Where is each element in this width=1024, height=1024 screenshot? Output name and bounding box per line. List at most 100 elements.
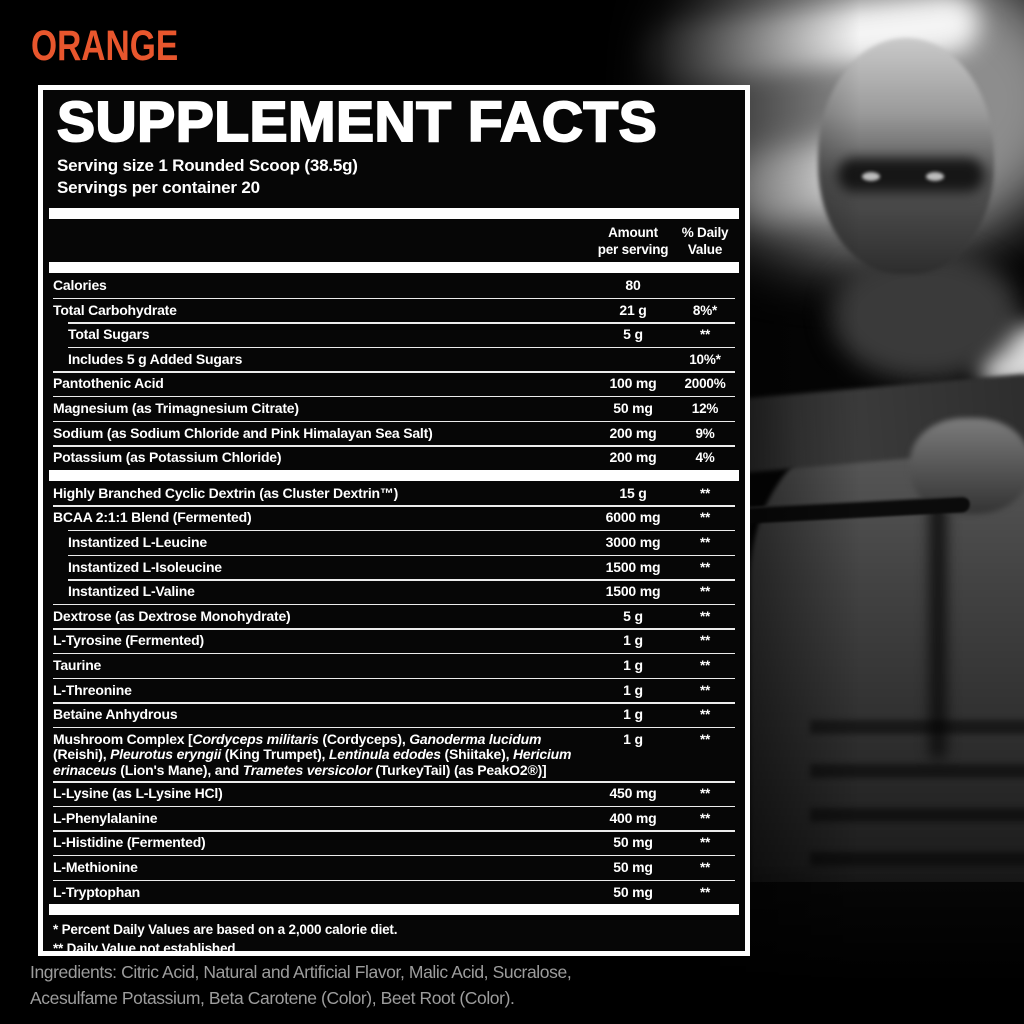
ingredient-name: Mushroom Complex [Cordyceps militaris (C… — [53, 730, 572, 778]
amount-value: 100 mg — [609, 375, 657, 392]
ingredient-name: L-Lysine (as L-Lysine HCl) — [53, 785, 223, 802]
ingredient-name: L-Methionine — [53, 858, 138, 875]
section-divider-bar — [49, 469, 739, 481]
amount-value: 5 g — [623, 326, 643, 343]
daily-value: 2000% — [684, 376, 726, 392]
ingredient-name: L-Tyrosine (Fermented) — [53, 632, 204, 649]
amount-value: 1 g — [623, 706, 643, 723]
daily-value: ** — [699, 657, 711, 673]
amount-value: 21 g — [619, 301, 647, 318]
daily-value: ** — [699, 485, 711, 501]
column-header-daily-value: % Daily Value — [681, 225, 729, 257]
daily-value: 12% — [691, 400, 719, 416]
daily-value: ** — [699, 859, 711, 875]
ingredient-name: BCAA 2:1:1 Blend (Fermented) — [53, 509, 252, 526]
table-row: Mushroom Complex [Cordyceps militaris (C… — [53, 726, 735, 782]
amount-value: 200 mg — [609, 449, 657, 466]
amount-value: 80 — [625, 277, 641, 293]
section-divider-bar — [49, 904, 739, 916]
table-row: Highly Branched Cyclic Dextrin (as Clust… — [53, 481, 735, 506]
section-divider-bar — [49, 262, 739, 273]
table-row: L-Phenylalanine 400 mg ** — [53, 805, 735, 831]
table-row: Taurine 1 g ** — [53, 652, 735, 678]
ingredients-list: Ingredients: Citric Acid, Natural and Ar… — [30, 959, 630, 1011]
table-row: Magnesium (as Trimagnesium Citrate) 50 mg… — [53, 395, 735, 421]
table-row: Betaine Anhydrous 1 g ** — [53, 702, 735, 727]
ingredient-name: L-Histidine (Fermented) — [53, 834, 206, 851]
amount-value: 50 mg — [613, 399, 653, 416]
daily-value: ** — [699, 707, 711, 723]
ingredient-name: L-Threonine — [53, 681, 132, 698]
ingredients-line-2: Acesulfame Potassium, Beta Carotene (Col… — [30, 988, 515, 1008]
ingredient-name: Magnesium (as Trimagnesium Citrate) — [53, 399, 299, 416]
amount-value: 3000 mg — [605, 533, 661, 550]
daily-value: ** — [699, 633, 711, 649]
panel-title: SUPPLEMENT FACTS — [56, 90, 658, 154]
daily-value: ** — [699, 786, 711, 802]
amount-value: 450 mg — [609, 785, 657, 802]
table-row: Dextrose (as Dextrose Monohydrate) 5 g ** — [53, 603, 735, 629]
amount-value: 15 g — [619, 484, 647, 501]
ingredient-name: Sodium (as Sodium Chloride and Pink Hima… — [53, 424, 433, 441]
table-row: BCAA 2:1:1 Blend (Fermented) 6000 mg ** — [53, 505, 735, 530]
ingredient-name: Betaine Anhydrous — [53, 706, 178, 723]
daily-value: ** — [699, 327, 711, 343]
daily-value: 8%* — [692, 302, 718, 318]
amount-value: 5 g — [623, 607, 643, 624]
ingredient-name: L-Tryptophan — [53, 883, 141, 900]
table-row: L-Tyrosine (Fermented) 1 g ** — [53, 628, 735, 653]
ingredient-name: L-Phenylalanine — [53, 809, 158, 826]
footnotes: * Percent Daily Values are based on a 2,… — [53, 920, 735, 958]
daily-value: ** — [699, 510, 711, 526]
daily-value: 10%* — [689, 351, 721, 367]
table-row: Instantized L-Isoleucine 1500 mg ** — [53, 554, 735, 580]
amount-value: 1 g — [623, 681, 643, 698]
table-row: L-Methionine 50 mg ** — [53, 854, 735, 880]
table-row: Total Carbohydrate 21 g 8%* — [53, 297, 735, 323]
servings-per-container: Servings per container 20 — [57, 178, 260, 197]
table-row: Sodium (as Sodium Chloride and Pink Hima… — [53, 420, 735, 446]
daily-value: ** — [699, 731, 711, 747]
table-row: Calories 80 — [53, 273, 735, 298]
ingredient-name: Instantized L-Isoleucine — [68, 558, 222, 575]
table-header-row: Amount per serving % Daily Value — [49, 219, 739, 262]
daily-value: ** — [699, 810, 711, 826]
ingredient-name: Dextrose (as Dextrose Monohydrate) — [53, 607, 291, 624]
section-divider-bar — [49, 208, 739, 219]
daily-value: ** — [699, 682, 711, 698]
footnote-daily-values: * Percent Daily Values are based on a 2,… — [53, 922, 398, 938]
amount-value: 50 mg — [613, 883, 653, 900]
ingredient-name: Instantized L-Leucine — [68, 533, 207, 550]
table-row: L-Tryptophan 50 mg ** — [53, 879, 735, 905]
daily-value: ** — [699, 559, 711, 575]
table-row: L-Lysine (as L-Lysine HCl) 450 mg ** — [53, 781, 735, 806]
table-row: Total Sugars 5 g ** — [53, 322, 735, 347]
ingredient-name: Instantized L-Valine — [68, 583, 195, 600]
photo-right-eye — [926, 172, 944, 181]
table-row: L-Histidine (Fermented) 50 mg ** — [53, 830, 735, 855]
serving-size: Serving size 1 Rounded Scoop (38.5g) — [57, 156, 358, 175]
ingredient-name: Includes 5 g Added Sugars — [68, 350, 243, 367]
photo-sternum-shadow — [930, 470, 946, 760]
daily-value: ** — [699, 835, 711, 851]
amount-value: 6000 mg — [605, 509, 661, 526]
daily-value: 4% — [695, 450, 715, 466]
ingredient-name: Potassium (as Potassium Chloride) — [53, 449, 282, 466]
column-header-amount: Amount per serving — [597, 225, 669, 257]
table-row: Pantothenic Acid 100 mg 2000% — [53, 371, 735, 396]
ingredient-name: Calories — [53, 277, 107, 293]
flavor-label: ORANGE — [31, 22, 179, 70]
amount-value: 50 mg — [613, 858, 653, 875]
ingredient-name: Total Carbohydrate — [53, 301, 177, 318]
table-row: Potassium (as Potassium Chloride) 200 mg 4… — [53, 445, 735, 470]
facts-rows: Calories 80 Total Carbohydrate 21 g 8%* Total… — [49, 273, 739, 916]
table-row: Instantized L-Leucine 3000 mg ** — [53, 529, 735, 555]
amount-value: 400 mg — [609, 809, 657, 826]
amount-value: 50 mg — [613, 834, 653, 851]
serving-info: Serving size 1 Rounded Scoop (38.5g) Ser… — [57, 155, 739, 199]
table-row: Includes 5 g Added Sugars 10%* — [53, 346, 735, 372]
amount-value: 1500 mg — [605, 583, 661, 600]
table-row: Instantized L-Valine 1500 mg ** — [53, 579, 735, 604]
ingredient-name: Highly Branched Cyclic Dextrin (as Clust… — [53, 484, 399, 501]
daily-value: ** — [699, 584, 711, 600]
